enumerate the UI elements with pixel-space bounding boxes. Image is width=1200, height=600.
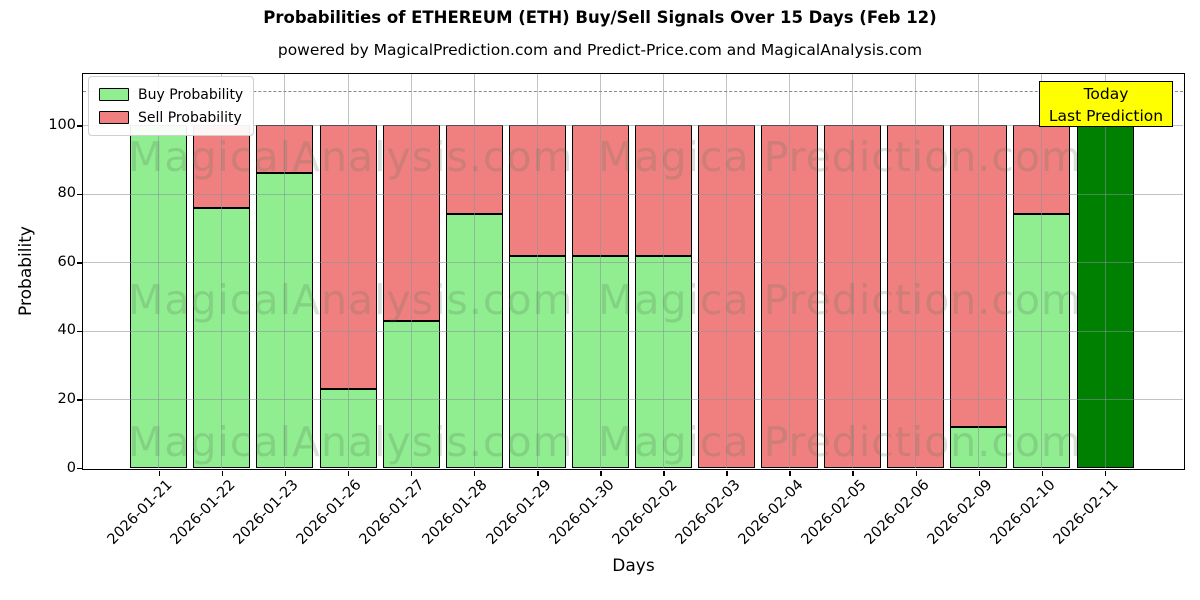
- x-tick-label-2026-01-26: 2026-01-26: [293, 477, 365, 548]
- x-tick-label-2026-02-10: 2026-02-10: [987, 477, 1059, 548]
- plot-area: [82, 73, 1185, 470]
- x-tick-2026-02-11: [1104, 470, 1107, 476]
- x-tick-label-2026-02-09: 2026-02-09: [924, 477, 996, 548]
- plot-inner: [83, 74, 1183, 468]
- gridline-x-2026-01-23: [284, 74, 286, 468]
- x-tick-2026-02-02: [663, 470, 665, 476]
- x-tick-2026-01-23: [284, 470, 287, 476]
- x-tick-2026-02-10: [1041, 470, 1044, 476]
- x-tick-2026-01-27: [410, 470, 413, 476]
- y-tick-label-20: 20: [57, 390, 76, 407]
- x-tick-label-2026-02-11: 2026-02-11: [1050, 477, 1122, 548]
- y-tick-label-100: 100: [48, 116, 76, 133]
- today-annotation-line2: Last Prediction: [1048, 107, 1164, 125]
- y-tick-80: [77, 193, 82, 196]
- gridline-x-2026-02-02: [662, 74, 664, 468]
- x-tick-label-2026-01-27: 2026-01-27: [357, 477, 428, 548]
- legend: Buy Probability Sell Probability: [88, 76, 255, 136]
- gridline-x-2026-02-04: [789, 74, 791, 468]
- gridline-y-40: [83, 330, 1183, 332]
- y-tick-20: [77, 399, 82, 401]
- y-tick-label-40: 40: [57, 322, 76, 339]
- gridline-x-2026-02-03: [726, 74, 728, 468]
- gridline-x-2026-02-06: [915, 74, 917, 468]
- x-tick-2026-02-09: [978, 470, 981, 476]
- x-tick-2026-01-21: [158, 470, 161, 476]
- x-tick-label-2026-02-06: 2026-02-06: [861, 477, 933, 548]
- legend-swatch-sell-icon: [99, 111, 129, 124]
- legend-label-buy: Buy Probability: [138, 86, 244, 103]
- today-annotation-box: Today Last Prediction: [1039, 81, 1173, 127]
- y-tick-label-80: 80: [57, 185, 76, 202]
- x-tick-label-2026-01-29: 2026-01-29: [483, 477, 555, 548]
- gridline-x-2026-01-27: [410, 74, 412, 468]
- x-tick-label-2026-02-03: 2026-02-03: [672, 477, 744, 548]
- x-tick-2026-02-06: [915, 470, 917, 476]
- x-tick-label-2026-02-02: 2026-02-02: [609, 477, 681, 548]
- gridline-x-2026-02-10: [1041, 74, 1043, 468]
- y-tick-100: [77, 125, 82, 127]
- gridline-x-2026-01-26: [347, 74, 349, 468]
- gridline-y-100: [83, 125, 1183, 127]
- x-tick-2026-01-28: [473, 470, 476, 476]
- x-tick-2026-02-05: [852, 470, 854, 476]
- today-annotation-line1: Today: [1083, 85, 1129, 103]
- x-tick-2026-01-22: [221, 470, 224, 476]
- y-tick-0: [77, 467, 82, 470]
- y-tick-label-60: 60: [57, 253, 76, 270]
- gridline-x-2026-02-05: [852, 74, 854, 468]
- x-tick-label-2026-01-23: 2026-01-23: [230, 477, 302, 548]
- gridline-x-2026-01-28: [473, 74, 475, 468]
- y-tick-60: [77, 262, 82, 264]
- gridline-y-20: [83, 399, 1183, 401]
- x-tick-2026-02-04: [789, 470, 791, 476]
- dashed-upper-line: [83, 91, 1183, 93]
- x-tick-label-2026-01-22: 2026-01-22: [167, 477, 239, 548]
- gridline-x-2026-02-11: [1104, 74, 1106, 468]
- y-axis-label: Probability: [16, 226, 36, 316]
- gridline-x-2026-01-29: [536, 74, 538, 468]
- x-tick-label-2026-01-28: 2026-01-28: [420, 477, 492, 548]
- x-tick-label-2026-01-30: 2026-01-30: [546, 477, 618, 548]
- gridline-y-80: [83, 193, 1183, 195]
- x-tick-2026-01-29: [537, 470, 539, 476]
- legend-item-sell: Sell Probability: [99, 106, 243, 129]
- gridline-y-60: [83, 262, 1183, 264]
- x-tick-2026-01-26: [347, 470, 350, 476]
- gridline-x-2026-01-22: [221, 74, 223, 468]
- legend-item-buy: Buy Probability: [99, 83, 243, 106]
- x-tick-label-2026-02-05: 2026-02-05: [798, 477, 870, 548]
- gridline-x-2026-02-09: [978, 74, 980, 468]
- y-tick-40: [77, 330, 82, 333]
- gridline-x-2026-01-21: [158, 74, 160, 468]
- legend-label-sell: Sell Probability: [138, 109, 242, 126]
- x-axis-label: Days: [612, 556, 655, 576]
- x-tick-2026-02-03: [726, 470, 728, 476]
- chart-title: Probabilities of ETHEREUM (ETH) Buy/Sell…: [263, 8, 937, 27]
- gridline-x-2026-01-30: [599, 74, 601, 468]
- chart-subtitle: powered by MagicalPrediction.com and Pre…: [277, 41, 923, 59]
- x-tick-label-2026-02-04: 2026-02-04: [735, 477, 807, 548]
- x-tick-2026-01-30: [600, 470, 602, 476]
- legend-swatch-buy-icon: [99, 88, 129, 101]
- y-tick-label-0: 0: [66, 459, 76, 476]
- x-tick-label-2026-01-21: 2026-01-21: [104, 477, 176, 548]
